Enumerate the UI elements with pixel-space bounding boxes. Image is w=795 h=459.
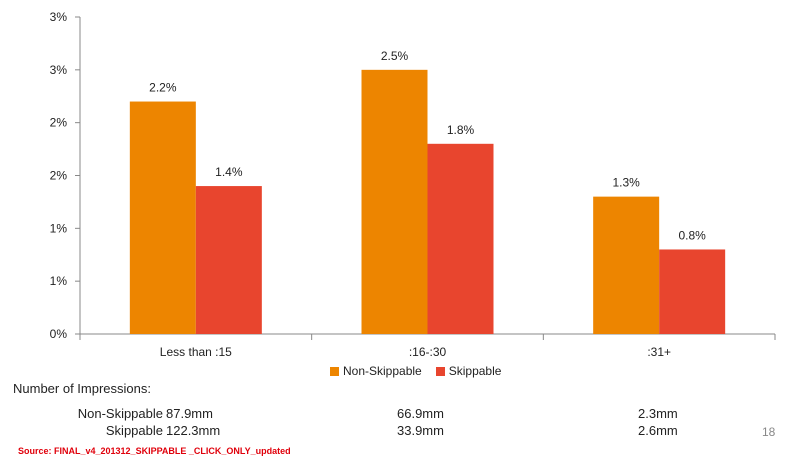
impressions-value: 87.9mm — [166, 406, 213, 421]
legend: Non-Skippable Skippable — [330, 364, 501, 378]
impressions-value: 2.6mm — [638, 423, 678, 438]
data-label: 2.2% — [149, 81, 177, 95]
y-axis: 0% 1% 1% 2% 2% 3% 3% — [50, 10, 81, 341]
y-tick-label: 3% — [50, 63, 68, 77]
page-number: 18 — [762, 425, 776, 439]
bar-non-skippable — [129, 101, 196, 335]
bar-chart: 0%1%1%2%2%3%3% Less than :15:16-:30:31+ … — [50, 10, 776, 359]
data-label: 2.5% — [381, 49, 409, 63]
impressions-label: Non-Skippable — [77, 406, 163, 421]
impressions-label: Skippable — [105, 423, 163, 438]
impressions-row-skippable: Skippable 122.3mm 33.9mm 2.6mm — [0, 423, 795, 439]
y-tick-label: 1% — [50, 221, 68, 235]
impressions-value: 33.9mm — [397, 423, 444, 438]
data-label: 1.8% — [447, 123, 475, 137]
source-note: Source: FINAL_v4_201312_SKIPPABLE _CLICK… — [18, 446, 291, 456]
impressions-value: 66.9mm — [397, 406, 444, 421]
bar-skippable — [427, 143, 494, 334]
legend-item-skippable: Skippable — [435, 364, 502, 378]
legend-label-non-skippable: Non-Skippable — [343, 364, 422, 378]
impressions-row-non-skippable: Non-Skippable 87.9mm 66.9mm 2.3mm — [0, 406, 795, 422]
y-tick-label: 2% — [50, 169, 68, 183]
bar-skippable — [659, 249, 726, 334]
x-category-label: :31+ — [647, 345, 671, 359]
y-tick-label: 0% — [50, 327, 68, 341]
bar-skippable — [195, 186, 262, 334]
legend-swatch-non-skippable — [330, 366, 339, 376]
x-category-label: :16-:30 — [409, 345, 447, 359]
impressions-title: Number of Impressions: — [13, 381, 151, 396]
impressions-value: 2.3mm — [638, 406, 678, 421]
data-label: 0.8% — [678, 228, 706, 242]
bar-non-skippable — [361, 69, 428, 334]
y-tick-label: 2% — [50, 116, 68, 130]
data-labels: 2.2% 1.4% 2.5% 1.8% 1.3% 0.8% — [149, 49, 706, 243]
x-axis: Less than :15 :16-:30 :31+ — [79, 333, 776, 359]
data-label: 1.3% — [612, 176, 640, 190]
y-tick-label: 1% — [50, 274, 68, 288]
legend-swatch-skippable — [435, 366, 445, 376]
data-label: 1.4% — [215, 165, 243, 179]
bars — [129, 69, 726, 335]
legend-label-skippable: Skippable — [448, 364, 502, 378]
bar-non-skippable — [593, 196, 660, 334]
impressions-value: 122.3mm — [166, 423, 221, 438]
y-tick-label: 3% — [50, 10, 68, 24]
x-category-label: Less than :15 — [160, 345, 232, 359]
legend-item-non-skippable: Non-Skippable — [330, 364, 422, 378]
